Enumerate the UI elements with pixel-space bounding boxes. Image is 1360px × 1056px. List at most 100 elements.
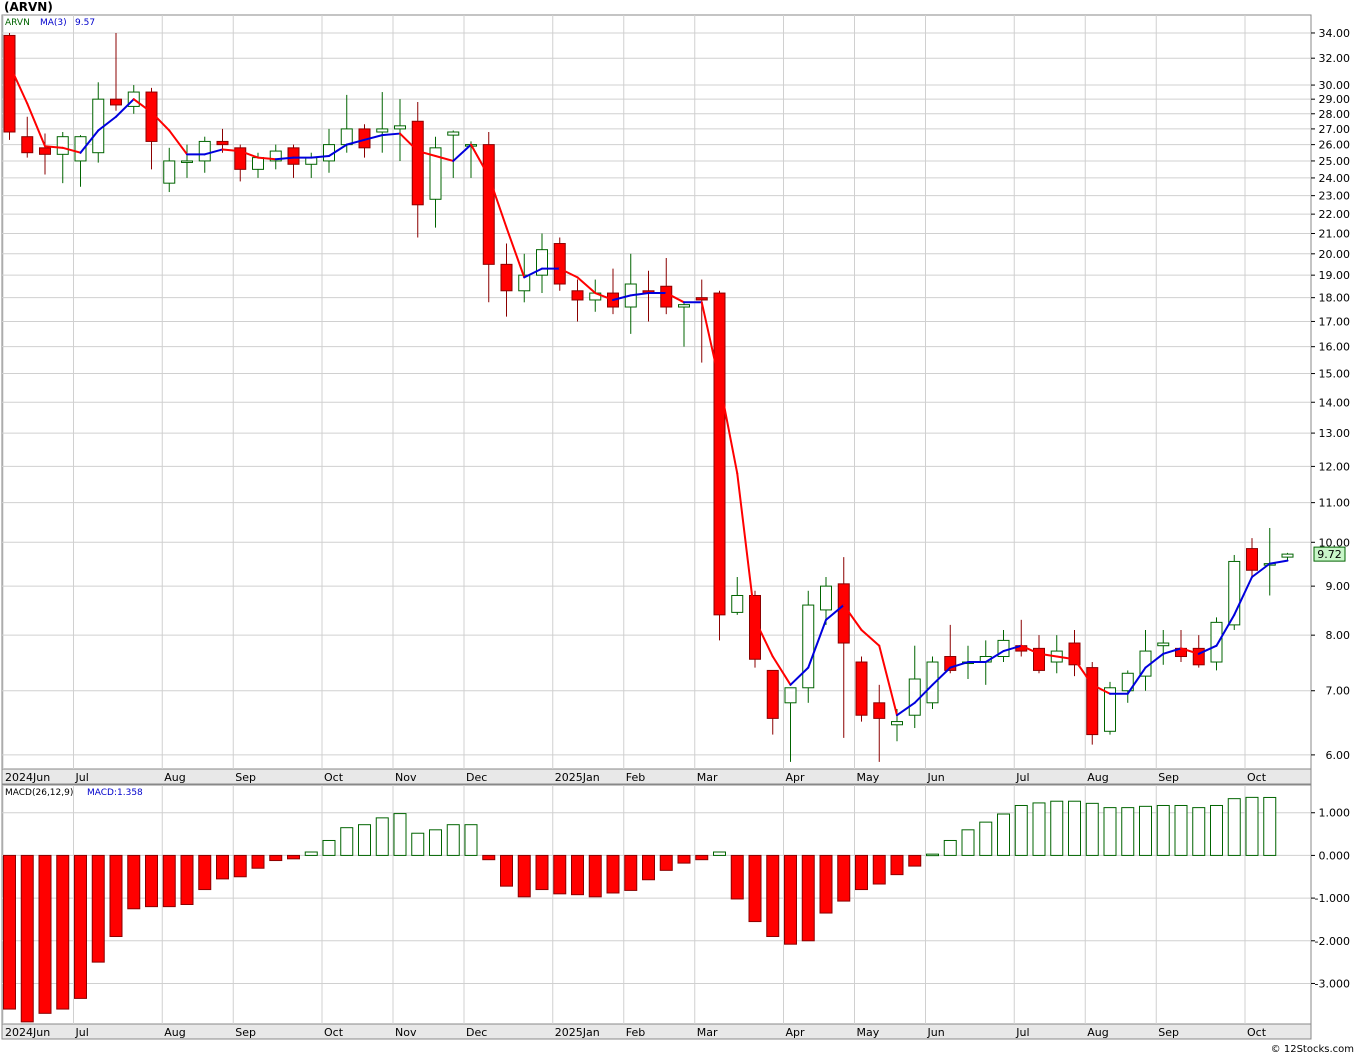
macd-bar-negative: [606, 854, 620, 894]
macd-bar-negative: [482, 854, 496, 861]
macd-x-tick-label: May: [857, 1026, 880, 1039]
macd-bar-positive: [304, 851, 318, 856]
ma3-line-segment: [771, 655, 792, 686]
macd-bar-negative: [642, 854, 655, 881]
macd-bar-negative: [553, 854, 567, 895]
ma3-line-segment: [345, 138, 366, 146]
macd-bar-negative: [855, 854, 868, 891]
macd-bar-negative: [145, 854, 158, 908]
candle-down: [553, 243, 566, 285]
macd-bar-negative: [500, 854, 513, 887]
macd-bar-negative: [20, 854, 34, 1023]
macd-bar-positive: [1014, 804, 1028, 856]
ma3-line-segment: [736, 472, 756, 621]
macd-bar-positive: [1174, 804, 1188, 856]
ma3-line-segment: [274, 156, 295, 161]
macd-bar-negative: [588, 854, 602, 898]
ma3-line-segment: [913, 683, 934, 704]
ma3-line-segment: [718, 380, 739, 475]
price-y-tick-label: 28.00: [1319, 108, 1351, 121]
candle-down: [944, 656, 957, 671]
candle-down: [1192, 647, 1205, 666]
ma3-line-segment: [1002, 644, 1023, 653]
price-x-tick-label: Apr: [786, 771, 806, 784]
macd-x-tick-label: Jun: [927, 1026, 945, 1039]
candle-up: [908, 678, 921, 716]
macd-bar-positive: [926, 853, 939, 857]
macd-x-tick-label: Mar: [697, 1026, 718, 1039]
macd-bar-negative: [109, 854, 123, 938]
macd-bar-positive: [1263, 796, 1277, 856]
macd-bar-positive: [713, 851, 726, 856]
macd-bar-negative: [216, 854, 229, 880]
macd-bar-positive: [375, 817, 389, 856]
macd-y-tick-label: -3.000: [1315, 977, 1350, 990]
candle-down: [660, 285, 673, 308]
price-y-tick-label: 17.00: [1319, 315, 1351, 328]
macd-bar-negative: [801, 854, 815, 942]
last-price-tag: 9.72: [1317, 548, 1342, 561]
candle-up: [536, 249, 548, 276]
price-y-tick-label: 6.00: [1326, 749, 1351, 762]
macd-x-tick-label: Oct: [1247, 1026, 1267, 1039]
candle-down: [1086, 667, 1099, 736]
ma-legend-value: 9.57: [75, 18, 95, 28]
price-y-tick-label: 14.00: [1319, 396, 1351, 409]
macd-x-tick-label: Oct: [324, 1026, 344, 1039]
price-y-tick-label: 24.00: [1319, 172, 1351, 185]
candle-up: [731, 594, 744, 613]
price-x-tick-label: Aug: [1087, 771, 1108, 784]
price-x-tick-label: Jun: [927, 771, 945, 784]
ma3-line-segment: [558, 267, 579, 279]
macd-bar-negative: [695, 854, 709, 861]
ma3-line-segment: [1038, 652, 1058, 658]
price-y-tick-label: 12.00: [1319, 460, 1351, 473]
candle-up: [340, 128, 353, 146]
candle-down: [411, 120, 424, 206]
macd-x-tick-label: Dec: [466, 1026, 487, 1039]
candle-up: [678, 304, 690, 308]
ma3-line-segment: [26, 102, 46, 148]
macd-bar-negative: [74, 854, 87, 999]
macd-bar-positive: [340, 827, 354, 856]
ma3-line-segment: [984, 650, 1005, 664]
macd-bar-positive: [961, 829, 975, 856]
price-y-tick-label: 11.00: [1319, 497, 1351, 510]
price-x-tick-label: Nov: [395, 771, 417, 784]
macd-bar-negative: [269, 854, 283, 862]
ma3-line-segment: [612, 294, 632, 301]
macd-bar-negative: [287, 854, 300, 860]
ma3-line-segment: [310, 154, 330, 159]
macd-bar-positive: [393, 813, 407, 856]
ma3-line-segment: [1144, 652, 1165, 669]
ma-legend-label: MA(3): [40, 18, 67, 28]
macd-bar-negative: [890, 854, 904, 876]
ma3-line-segment: [842, 604, 863, 631]
ma3-line-segment: [576, 276, 597, 295]
ma3-line-segment: [470, 143, 490, 178]
candle-down: [571, 290, 584, 301]
candle-down: [216, 140, 229, 146]
candle-up: [429, 147, 442, 200]
macd-bar-negative: [659, 854, 673, 871]
macd-bar-negative: [162, 854, 176, 908]
candle-down: [110, 98, 122, 106]
price-y-tick-label: 22.00: [1319, 208, 1351, 221]
ma3-line-segment: [789, 666, 810, 686]
macd-x-tick-label: Aug: [1087, 1026, 1108, 1039]
ma3-line-segment: [416, 150, 437, 157]
ma3-line-segment: [115, 98, 135, 118]
macd-bar-positive: [1121, 807, 1135, 856]
macd-bar-positive: [358, 824, 371, 856]
price-y-tick-label: 20.00: [1319, 248, 1351, 261]
ma3-line-segment: [168, 129, 188, 156]
candle-up: [1104, 687, 1116, 732]
macd-bar-positive: [1050, 800, 1064, 856]
ma3-line-segment: [363, 134, 384, 141]
price-y-tick-label: 23.00: [1319, 190, 1351, 203]
candle-up: [1281, 553, 1294, 558]
price-y-tick-label: 32.00: [1319, 52, 1351, 65]
macd-bar-negative: [624, 854, 638, 891]
price-x-tick-label: Dec: [466, 771, 487, 784]
price-y-tick-label: 26.00: [1319, 139, 1351, 152]
